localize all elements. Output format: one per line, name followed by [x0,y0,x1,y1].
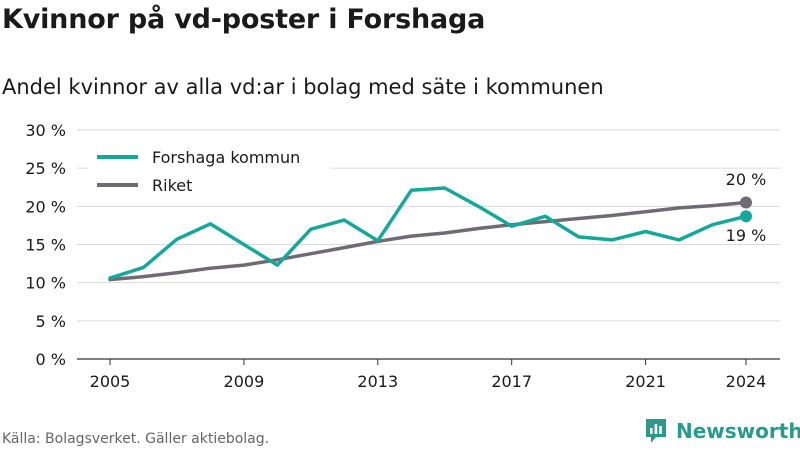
series-end-point-forshaga-kommun [740,210,752,223]
y-tick-label: 20 % [25,197,66,216]
y-tick-label: 25 % [25,159,66,178]
y-tick-label: 0 % [36,350,66,369]
y-tick-label: 30 % [25,121,66,140]
series-line-riket [108,200,748,282]
newsworthy-logo-icon [646,419,666,443]
brand-logo: Newsworthy [644,418,800,444]
x-tick-label: 2021 [625,372,666,391]
x-tick-label: 2017 [491,372,532,391]
chart-subtitle: Andel kvinnor av alla vd:ar i bolag med … [2,75,604,99]
brand-name: Newsworthy [676,419,800,443]
x-tick-label: 2013 [357,372,398,391]
series-line-forshaga-kommun [108,186,748,280]
legend-label-forshaga-kommun: Forshaga kommun [152,148,300,167]
chart-title: Kvinnor på vd-poster i Forshaga [2,4,486,35]
series-end-point-riket [740,196,752,209]
y-tick-label: 10 % [25,274,66,293]
x-tick-label: 2009 [224,372,265,391]
x-tick-label: 2005 [90,372,131,391]
y-tick-label: 15 % [25,236,66,255]
end-label-riket: 20 % [726,170,767,189]
y-tick-label: 5 % [36,312,66,331]
end-label-forshaga: 19 % [726,226,767,245]
x-tick-label: 2024 [726,372,767,391]
legend-box [88,141,330,203]
legend-label-riket: Riket [152,176,192,195]
source-note: Källa: Bolagsverket. Gäller aktiebolag. [2,431,270,447]
